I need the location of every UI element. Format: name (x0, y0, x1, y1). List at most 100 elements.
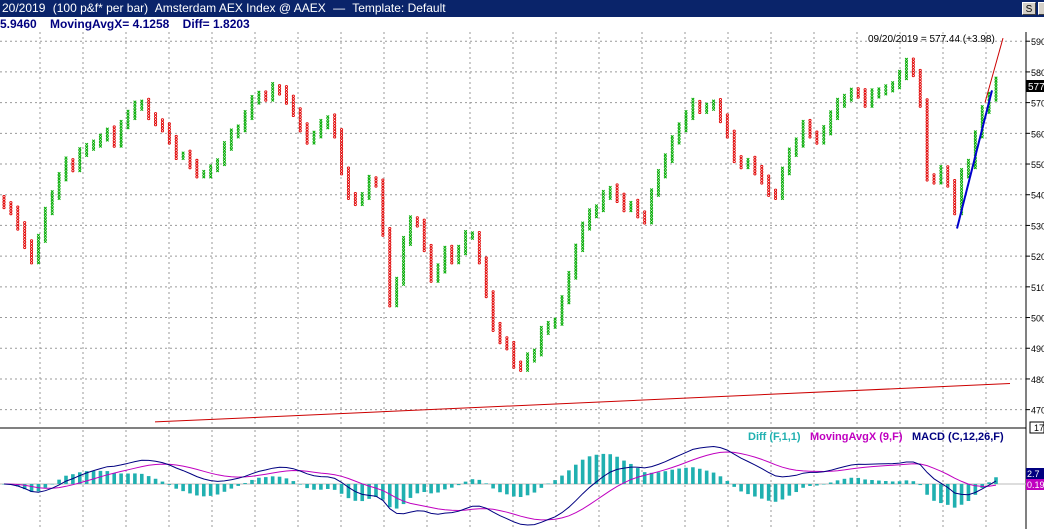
diff-bar (780, 484, 785, 500)
pf-x-box (326, 120, 330, 124)
pf-o-box (340, 166, 344, 170)
pf-o-box (23, 243, 27, 247)
diff-bar (815, 484, 819, 486)
macd-panel[interactable]: Diff (F,1,1) MovingAvgX (9,F) MACD (C,12… (0, 430, 1044, 529)
s-button[interactable]: S (1022, 2, 1036, 15)
pf-o-box (732, 132, 736, 136)
diff-bar (77, 472, 82, 484)
pf-x-box (939, 175, 943, 180)
pf-x-box (994, 76, 998, 80)
pf-x-box (126, 117, 130, 122)
pf-o-box (340, 139, 344, 143)
pf-x-box (181, 156, 185, 161)
pf-o-box (422, 243, 426, 247)
diff-bar (181, 484, 185, 492)
pf-column-down (774, 188, 778, 200)
pf-o-box (739, 157, 743, 161)
pf-x-box (222, 157, 227, 161)
pf-column-down (477, 230, 481, 265)
red-trendline[interactable] (154, 383, 1011, 423)
pf-o-box (925, 164, 929, 168)
pf-x-box (746, 160, 750, 164)
pf-x-box (891, 81, 895, 85)
window-control-button[interactable] (1038, 2, 1044, 15)
pf-column-up (57, 171, 61, 201)
pf-x-box (50, 198, 54, 202)
pf-x-box (649, 207, 654, 211)
pf-x-box (140, 107, 144, 112)
pf-x-box (574, 246, 578, 250)
pf-x-box (539, 336, 543, 341)
pf-o-box (388, 268, 392, 272)
pf-column-up (884, 84, 888, 96)
pf-x-box (119, 119, 123, 123)
pf-o-box (340, 164, 344, 168)
diff-bar (270, 476, 275, 484)
red-trendline-upper[interactable] (984, 38, 1004, 103)
pf-x-box (236, 127, 240, 131)
pf-x-box (994, 98, 998, 102)
pf-column-up (98, 133, 103, 148)
pf-x-box (684, 118, 688, 122)
pf-column-down (491, 290, 495, 332)
pf-x-box (567, 270, 571, 275)
pf-column-up (36, 233, 41, 265)
pf-x-box (691, 97, 695, 101)
pf-o-box (918, 68, 922, 72)
diff-bar (250, 479, 254, 484)
pf-x-box (401, 282, 406, 287)
pf-o-box (450, 250, 454, 254)
pf-x-box (443, 259, 447, 263)
last-price-tag (1026, 80, 1044, 92)
pf-o-box (278, 89, 282, 93)
pf-column-up (64, 156, 68, 182)
chart-svg[interactable]: 09/20/2019 = 577.44 (+3.98) 590 580 570 560… (0, 32, 1044, 529)
diff-bar (629, 463, 633, 484)
price-panel[interactable]: 09/20/2019 = 577.44 (+3.98) (0, 32, 1026, 427)
pf-o-box (808, 124, 812, 128)
blue-trendline[interactable] (956, 90, 993, 229)
pf-x-box (581, 243, 585, 247)
pf-x-box (408, 220, 413, 225)
pf-x-box (677, 124, 681, 129)
pf-o-box (264, 95, 268, 99)
pf-x-box (105, 130, 109, 134)
partial-axis-label: 17 (1034, 423, 1044, 433)
pf-x-box (649, 218, 654, 222)
pf-o-box (346, 183, 350, 187)
pf-o-box (284, 93, 288, 97)
pf-o-box (615, 191, 619, 195)
diff-bar (325, 484, 330, 489)
pf-o-box (388, 232, 392, 236)
pf-x-box (395, 295, 399, 300)
pf-x-box (966, 164, 971, 168)
pf-x-box (980, 118, 984, 123)
pf-x-box (43, 236, 47, 241)
pf-x-box (959, 181, 964, 186)
pf-o-box (732, 137, 736, 142)
pf-o-box (340, 144, 344, 148)
pf-x-box (629, 206, 633, 210)
pf-column-up (649, 188, 654, 225)
pf-x-box (319, 124, 323, 128)
pf-o-box (863, 88, 867, 92)
pf-x-box (677, 138, 681, 143)
y-tick-label: 470 (1031, 406, 1044, 416)
pf-column-down (808, 118, 812, 139)
pf-x-box (57, 191, 61, 195)
diff-bar (594, 454, 599, 484)
pf-x-box (670, 157, 674, 161)
pf-x-box (801, 125, 805, 129)
pf-o-box (188, 166, 192, 170)
pf-o-box (450, 255, 454, 259)
pf-o-box (388, 238, 392, 242)
pf-x-box (408, 226, 413, 230)
diff-bar (897, 481, 902, 484)
pf-x-box (601, 192, 605, 196)
pf-x-box (849, 90, 853, 94)
pf-o-box (484, 275, 488, 279)
macd-grid (39, 430, 987, 529)
pf-o-box (422, 235, 426, 239)
pf-x-box (829, 121, 833, 125)
pf-o-box (767, 193, 771, 197)
